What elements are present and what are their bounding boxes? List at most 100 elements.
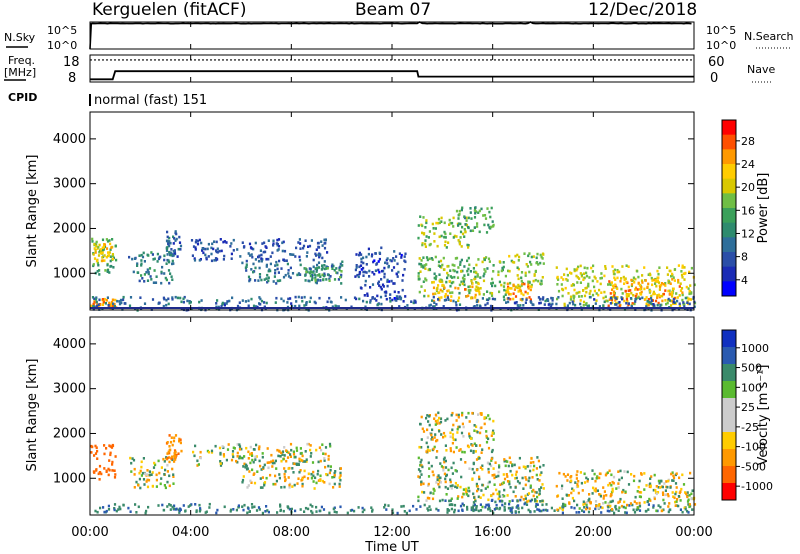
heatmap-cell <box>501 495 504 498</box>
heatmap-cell <box>560 487 563 490</box>
heatmap-cell <box>151 253 154 256</box>
heatmap-cell <box>580 295 583 298</box>
heatmap-cell <box>627 289 630 292</box>
heatmap-cell <box>113 507 116 510</box>
heatmap-cell <box>239 255 242 258</box>
heatmap-cell <box>667 494 670 498</box>
heatmap-cell <box>505 473 508 476</box>
heatmap-cell <box>287 467 290 470</box>
heatmap-cell <box>423 491 426 494</box>
heatmap-cell <box>579 272 582 275</box>
heatmap-cell <box>425 441 428 445</box>
heatmap-cell <box>566 479 569 482</box>
heatmap-cell <box>419 505 422 508</box>
heatmap-cell <box>507 291 510 294</box>
heatmap-cell <box>454 481 457 485</box>
heatmap-cell <box>471 444 474 447</box>
heatmap-cell <box>259 297 262 301</box>
heatmap-cell <box>519 498 522 502</box>
heatmap-cell <box>169 251 172 255</box>
heatmap-cell <box>298 308 301 311</box>
heatmap-cell <box>316 263 319 267</box>
heatmap-cell <box>574 481 577 484</box>
heatmap-cell <box>530 457 533 460</box>
heatmap-cell <box>455 469 458 473</box>
heatmap-cell <box>623 500 626 504</box>
heatmap-cell <box>291 485 294 488</box>
heatmap-cell <box>140 274 143 277</box>
heatmap-cell <box>383 275 386 279</box>
heatmap-cell <box>299 458 302 462</box>
heatmap-cell <box>439 462 442 465</box>
heatmap-cell <box>527 479 530 483</box>
heatmap-cell <box>300 296 303 299</box>
heatmap-cell <box>660 283 663 287</box>
heatmap-cell <box>633 302 636 306</box>
heatmap-cell <box>302 460 305 463</box>
heatmap-cell <box>534 269 537 273</box>
heatmap-cell <box>438 429 441 433</box>
heatmap-cell <box>479 276 482 279</box>
heatmap-cell <box>476 430 479 434</box>
heatmap-cell <box>403 255 406 258</box>
colorbar-swatch <box>722 415 736 433</box>
heatmap-cell <box>588 292 591 295</box>
heatmap-cell <box>662 282 665 286</box>
heatmap-cell <box>689 298 693 301</box>
heatmap-cell <box>561 484 564 488</box>
heatmap-cell <box>355 253 358 256</box>
heatmap-cell <box>305 458 308 461</box>
heatmap-cell <box>564 503 567 507</box>
heatmap-cell <box>432 280 435 284</box>
heatmap-cell <box>433 276 436 280</box>
heatmap-cell <box>538 509 541 513</box>
heatmap-cell <box>460 245 463 248</box>
heatmap-cell <box>509 469 512 473</box>
heatmap-cell <box>459 230 463 234</box>
heatmap-cell <box>476 489 479 493</box>
heatmap-cell <box>467 289 470 292</box>
heatmap-cell <box>95 240 98 244</box>
heatmap-cell <box>542 487 545 490</box>
heatmap-cell <box>128 255 131 259</box>
heatmap-cell <box>418 257 421 260</box>
heatmap-cell <box>278 473 281 476</box>
heatmap-cell <box>645 302 648 306</box>
heatmap-cell <box>207 307 211 311</box>
heatmap-cell <box>450 507 453 511</box>
heatmap-cell <box>169 508 172 511</box>
heatmap-cell <box>676 498 679 501</box>
heatmap-cell <box>678 476 681 480</box>
heatmap-cell <box>472 509 475 513</box>
heatmap-cell <box>265 263 268 267</box>
heatmap-cell <box>666 301 669 305</box>
heatmap-cell <box>688 289 691 293</box>
heatmap-cell <box>323 457 326 460</box>
heatmap-cell <box>386 262 389 265</box>
heatmap-cell <box>182 504 185 507</box>
heatmap-cell <box>669 486 672 489</box>
heatmap-cell <box>674 500 677 504</box>
heatmap-cell <box>360 268 363 271</box>
heatmap-cell <box>206 247 209 251</box>
heatmap-cell <box>643 488 646 491</box>
heatmap-cell <box>497 470 500 474</box>
heatmap-cell <box>616 287 619 290</box>
heatmap-cell <box>363 508 366 512</box>
nave-tick-top: 60 <box>708 55 725 70</box>
heatmap-cell <box>477 413 480 416</box>
heatmap-cell <box>529 499 532 503</box>
heatmap-cell <box>587 510 591 514</box>
heatmap-cell <box>328 279 331 282</box>
heatmap-cell <box>591 477 594 480</box>
heatmap-cell <box>521 297 524 301</box>
heatmap-cell <box>451 428 454 432</box>
heatmap-cell <box>518 481 521 485</box>
heatmap-cell <box>301 299 304 303</box>
heatmap-cell <box>449 435 452 439</box>
heatmap-cell <box>476 273 479 276</box>
heatmap-cell <box>276 267 279 271</box>
heatmap-cell <box>481 483 484 487</box>
heatmap-cell <box>441 280 444 283</box>
heatmap-cell <box>617 501 620 504</box>
